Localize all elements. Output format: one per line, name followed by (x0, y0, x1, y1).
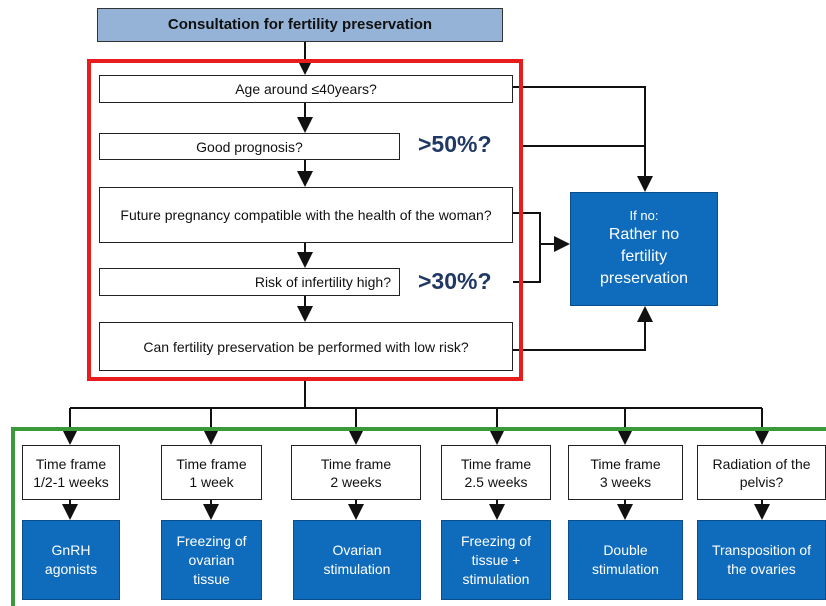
outcome-text: Rather no fertility preservation (599, 226, 689, 287)
question: Age around ≤40years? (99, 75, 513, 103)
outcome: If no: Rather no fertility preservation (570, 192, 718, 306)
question: Can fertility preservation be performed … (99, 322, 513, 371)
title: Consultation for fertility preservation (97, 8, 503, 42)
threshold: >50%? (418, 131, 492, 157)
treatment: Freezing of ovarian tissue (161, 520, 262, 600)
criteria-frame (87, 59, 523, 381)
threshold: >30%? (418, 268, 492, 294)
treatment: Freezing of tissue + stimulation (441, 520, 551, 600)
criterion: Time frame 3 weeks (568, 445, 683, 500)
criterion: Time frame 2 weeks (291, 445, 421, 500)
question: Risk of infertility high? (99, 268, 400, 296)
criterion: Time frame 1 week (161, 445, 262, 500)
criterion: Time frame 2.5 weeks (441, 445, 551, 500)
treatment: Transposition of the ovaries (697, 520, 826, 600)
question: Good prognosis? (99, 133, 400, 160)
treatment: Double stimulation (568, 520, 683, 600)
treatment: GnRH agonists (22, 520, 120, 600)
arrows (62, 42, 770, 520)
options-frame (11, 427, 826, 606)
criterion: Time frame 1/2-1 weeks (22, 445, 120, 500)
criterion: Radiation of the pelvis? (697, 445, 826, 500)
question: Future pregnancy compatible with the hea… (99, 187, 513, 243)
treatment: Ovarian stimulation (293, 520, 421, 600)
outcome-condition: If no: (629, 208, 659, 223)
